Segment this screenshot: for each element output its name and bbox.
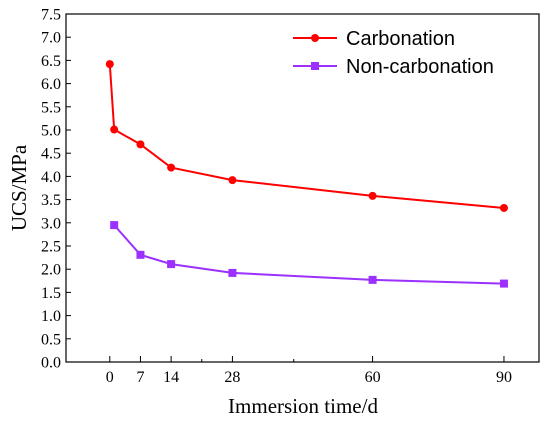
data-point (110, 221, 119, 230)
y-tick-label: 2.5 (41, 239, 61, 256)
x-tick-label: 0 (106, 369, 114, 386)
legend-label: Carbonation (346, 28, 455, 50)
y-tick-label: 0.5 (41, 331, 61, 348)
y-tick-label: 5.0 (41, 123, 61, 140)
series-line-0 (108, 64, 505, 209)
plot-frame (65, 13, 540, 363)
x-tick-label: 14 (163, 369, 179, 386)
series-layer (105, 60, 508, 288)
series-line-1 (113, 224, 504, 285)
data-point (167, 260, 176, 269)
y-axis: 0.0 0.5 1.0 1.5 2.0 2.5 3.0 3.5 4.0 4.5 5.0 5.5 6.0 6… (41, 7, 71, 372)
legend-marker (311, 34, 319, 42)
y-tick-label: 0.0 (41, 355, 61, 372)
x-tick-label: 7 (136, 369, 144, 386)
y-tick-label: 6.5 (41, 53, 61, 70)
y-tick-label: 6.0 (41, 76, 61, 93)
legend-label: Non-carbonation (346, 56, 494, 78)
y-tick-label: 4.0 (41, 169, 61, 186)
y-tick-label: 3.5 (41, 192, 61, 209)
legend: Carbonation Non-carbonation (293, 28, 494, 78)
y-tick-label: 2.0 (41, 262, 61, 279)
data-point (136, 250, 145, 259)
data-point (105, 60, 114, 69)
y-axis-title: UCS/MPa (7, 144, 31, 231)
y-tick-label: 1.5 (41, 285, 61, 302)
data-point (368, 191, 377, 200)
data-point (499, 203, 508, 212)
x-tick-label: 60 (365, 369, 381, 386)
y-tick-label: 7.5 (41, 7, 61, 24)
data-point (167, 163, 176, 172)
y-tick-label: 7.0 (41, 30, 61, 47)
x-tick-label: 90 (496, 369, 512, 386)
y-tick-label: 5.5 (41, 99, 61, 116)
x-tick-label: 28 (224, 369, 240, 386)
y-tick-label: 4.5 (41, 146, 61, 163)
data-point (136, 140, 145, 149)
y-tick-label: 3.0 (41, 215, 61, 232)
data-point (228, 176, 237, 185)
data-point (110, 125, 119, 134)
data-point (368, 275, 377, 284)
data-point (228, 268, 237, 277)
x-axis-title: Immersion time/d (228, 394, 378, 418)
y-tick-label: 1.0 (41, 308, 61, 325)
x-axis: 0 7 14 28 60 90 (106, 356, 512, 386)
data-point (499, 279, 508, 288)
legend-marker (311, 62, 319, 70)
